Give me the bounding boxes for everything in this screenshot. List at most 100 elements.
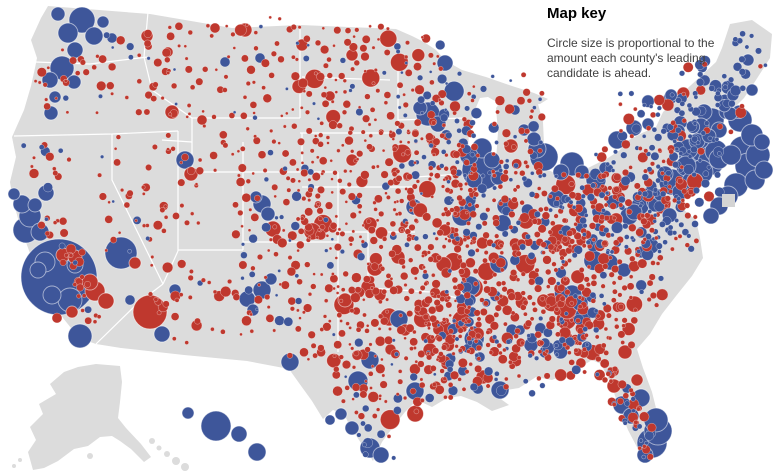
county-bubble (240, 276, 245, 281)
county-bubble (504, 103, 515, 115)
county-bubble (456, 194, 463, 202)
county-bubble (739, 103, 745, 109)
county-bubble (637, 151, 649, 163)
county-bubble (636, 109, 646, 119)
county-bubble (376, 37, 381, 42)
county-bubble (143, 39, 152, 48)
county-bubble (435, 357, 440, 362)
county-bubble (703, 120, 710, 126)
county-bubble (695, 140, 701, 146)
county-bubble (447, 382, 454, 388)
county-bubble (553, 343, 559, 348)
county-bubble (391, 146, 398, 153)
county-bubble (324, 248, 329, 253)
county-bubble (314, 39, 322, 47)
county-bubble (156, 310, 162, 316)
county-bubble (480, 173, 486, 179)
county-bubble (65, 110, 70, 115)
county-bubble (136, 78, 143, 85)
county-bubble (187, 294, 193, 300)
county-bubble-major (181, 406, 195, 420)
county-bubble (329, 221, 338, 230)
county-bubble (368, 342, 373, 347)
county-bubble (362, 297, 366, 302)
county-bubble (491, 151, 496, 157)
county-bubble (650, 151, 660, 161)
county-bubble (613, 317, 619, 322)
county-bubble (413, 235, 420, 242)
county-bubble (482, 231, 490, 239)
county-bubble (162, 300, 170, 308)
county-bubble (260, 58, 270, 68)
county-bubble (567, 350, 572, 355)
county-bubble (84, 316, 93, 325)
county-bubble (377, 313, 384, 320)
county-bubble (430, 291, 435, 297)
county-bubble (642, 102, 647, 108)
county-bubble (670, 246, 675, 252)
county-bubble (492, 334, 498, 340)
county-bubble (469, 171, 474, 175)
county-bubble (515, 184, 521, 190)
county-bubble (109, 236, 118, 244)
county-bubble (728, 129, 734, 135)
county-bubble (617, 91, 624, 97)
county-bubble (674, 146, 680, 152)
county-bubble (334, 214, 339, 219)
county-bubble (687, 245, 695, 253)
county-bubble (251, 171, 255, 176)
county-bubble (763, 62, 768, 68)
county-bubble-major (219, 56, 231, 68)
county-bubble (197, 157, 203, 163)
county-bubble (370, 364, 375, 369)
county-bubble (531, 218, 538, 225)
county-bubble (98, 192, 107, 201)
county-bubble (206, 280, 212, 285)
county-bubble (332, 286, 336, 291)
county-bubble (417, 95, 426, 104)
county-bubble (444, 289, 450, 295)
county-bubble (544, 348, 550, 354)
county-bubble (307, 235, 312, 240)
county-bubble (307, 177, 312, 182)
county-bubble (579, 216, 587, 225)
county-bubble (339, 249, 345, 255)
county-bubble (277, 269, 282, 273)
county-bubble (501, 230, 509, 238)
county-bubble (253, 45, 259, 51)
county-bubble (320, 171, 325, 176)
county-bubble (477, 183, 488, 194)
county-bubble (612, 288, 618, 295)
county-bubble (72, 259, 78, 266)
county-bubble (687, 154, 693, 159)
county-bubble (389, 276, 394, 281)
county-bubble (253, 134, 258, 139)
county-bubble (384, 335, 393, 345)
county-bubble (494, 95, 506, 106)
county-bubble (475, 332, 482, 339)
county-bubble (141, 223, 147, 228)
county-bubble (79, 274, 85, 280)
county-bubble (465, 243, 470, 249)
county-bubble (542, 255, 552, 265)
county-bubble (245, 80, 251, 87)
county-bubble (294, 273, 300, 279)
county-bubble (339, 57, 347, 64)
county-bubble (430, 194, 435, 199)
county-bubble (424, 295, 433, 305)
county-bubble (350, 292, 361, 303)
county-bubble (385, 309, 390, 314)
county-bubble (437, 73, 448, 85)
county-bubble (450, 198, 455, 203)
county-bubble (351, 365, 357, 370)
county-bubble (340, 287, 346, 293)
county-bubble (330, 177, 334, 181)
county-bubble (348, 326, 352, 330)
county-bubble (339, 188, 347, 196)
county-bubble (617, 330, 626, 339)
county-bubble (539, 382, 546, 389)
county-bubble (516, 96, 526, 106)
county-bubble (402, 101, 409, 108)
county-bubble (659, 221, 666, 228)
county-bubble (351, 397, 355, 401)
